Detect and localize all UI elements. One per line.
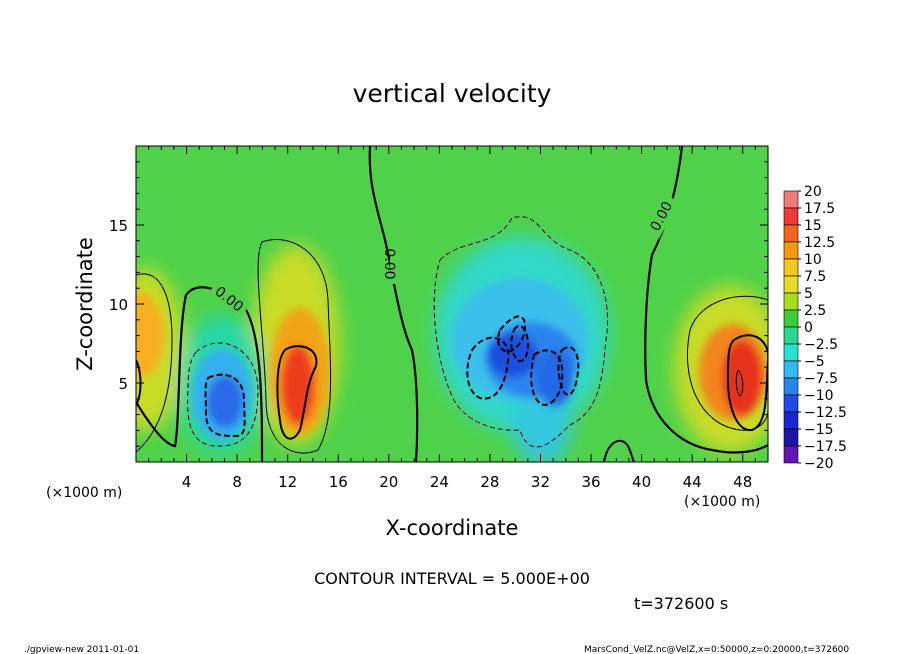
x-tick-label: 32 bbox=[531, 473, 550, 491]
x-tick-label: 16 bbox=[329, 473, 348, 491]
colorbar: 2017.51512.5107.552.50−2.5−5−7.5−10−12.5… bbox=[783, 184, 847, 472]
colorbar-label: 20 bbox=[804, 184, 822, 200]
colorbar-label: 12.5 bbox=[804, 235, 835, 251]
x-tick-label: 48 bbox=[733, 473, 752, 491]
contour-neg10-31km-a bbox=[466, 336, 510, 400]
contour-10-12km bbox=[276, 345, 318, 440]
contour-10-48km bbox=[726, 334, 768, 432]
downdraft-8km-core bbox=[207, 376, 243, 428]
colorbar-swatch bbox=[783, 241, 799, 260]
x-tick-label: 40 bbox=[632, 473, 651, 491]
zero-contour-mid bbox=[368, 146, 419, 462]
x-tick-label: 12 bbox=[278, 473, 297, 491]
colorbar-label: −17.5 bbox=[804, 439, 847, 455]
x-tick-label: 20 bbox=[379, 473, 398, 491]
colorbar-label: −2.5 bbox=[804, 337, 838, 353]
colorbar-swatch bbox=[783, 326, 799, 345]
contour-5-12km bbox=[257, 239, 332, 454]
contour-neg10-31km-b bbox=[497, 315, 526, 354]
x-tick-label: 36 bbox=[581, 473, 600, 491]
colorbar-swatch bbox=[783, 377, 799, 396]
x-tick-label: 28 bbox=[480, 473, 499, 491]
colorbar-swatch bbox=[783, 428, 799, 447]
plot-area bbox=[136, 146, 768, 462]
contour-interval-note: CONTOUR INTERVAL = 5.000E+00 bbox=[314, 569, 590, 588]
footer-left: ./gpview-new 2011-01-01 bbox=[24, 645, 139, 654]
x-tick-label: 8 bbox=[232, 473, 242, 491]
contour-neg10-31km-d bbox=[530, 349, 564, 407]
x-tick-label: 44 bbox=[683, 473, 702, 491]
updraft-left-edge-mid bbox=[136, 293, 164, 377]
y-axis-label: Z-coordinate bbox=[73, 237, 97, 371]
zero-contour-left bbox=[136, 286, 264, 462]
y-tick-label: 5 bbox=[118, 375, 128, 393]
y-tick-label: 10 bbox=[109, 296, 128, 314]
colorbar-swatch bbox=[783, 411, 799, 430]
x-unit-label-right: (×1000 m) bbox=[684, 494, 760, 510]
x-tick-label: 24 bbox=[430, 473, 449, 491]
colorbar-swatch bbox=[783, 360, 799, 379]
contour-neg10-31km-e bbox=[557, 346, 580, 396]
colorbar-swatch bbox=[783, 445, 799, 464]
colorbar-swatch bbox=[783, 343, 799, 362]
colorbar-label: −10 bbox=[804, 388, 834, 404]
contour-label-0-mid: 0.00 bbox=[381, 248, 397, 279]
colorbar-label: 0 bbox=[804, 320, 813, 336]
colorbar-label: 10 bbox=[804, 252, 822, 268]
colorbar-label: −5 bbox=[804, 354, 825, 370]
chart-title: vertical velocity bbox=[353, 79, 552, 108]
colorbar-swatch bbox=[783, 309, 799, 328]
colorbar-swatch bbox=[783, 275, 799, 294]
colorbar-label: 7.5 bbox=[804, 269, 826, 285]
colorbar-label: −12.5 bbox=[804, 405, 847, 421]
footer-right: MarsCond_VelZ.nc@VelZ,x=0:50000,z=0:2000… bbox=[584, 645, 849, 654]
colorbar-swatch bbox=[783, 292, 799, 311]
time-stamp: t=372600 s bbox=[634, 594, 728, 613]
colorbar-label: 15 bbox=[804, 218, 822, 234]
contour-neg10-31km-c bbox=[510, 325, 530, 363]
colorbar-swatch bbox=[783, 224, 799, 243]
x-unit-label-left: (×1000 m) bbox=[46, 485, 122, 501]
colorbar-label: −15 bbox=[804, 422, 834, 438]
colorbar-swatch bbox=[783, 190, 799, 209]
x-axis-label: X-coordinate bbox=[386, 516, 519, 540]
contour-5-left bbox=[136, 273, 173, 453]
colorbar-swatch bbox=[783, 258, 799, 277]
colorbar-label: 17.5 bbox=[804, 201, 835, 217]
y-tick-label: 15 bbox=[109, 217, 128, 235]
colorbar-label: −20 bbox=[804, 456, 834, 472]
contour-neg10-8km bbox=[204, 373, 246, 438]
colorbar-swatch bbox=[783, 394, 799, 413]
x-tick-label: 4 bbox=[182, 473, 192, 491]
updraft-12km-core bbox=[281, 345, 315, 425]
downdraft-31km-core3 bbox=[537, 350, 573, 406]
colorbar-label: 5 bbox=[804, 286, 813, 302]
zero-contour-bottom bbox=[603, 439, 635, 462]
colorbar-label: −7.5 bbox=[804, 371, 838, 387]
contour-neg5-31km bbox=[433, 216, 608, 448]
colorbar-swatch bbox=[783, 207, 799, 226]
contour-15-48km bbox=[735, 369, 744, 397]
colorbar-label: 2.5 bbox=[804, 303, 826, 319]
